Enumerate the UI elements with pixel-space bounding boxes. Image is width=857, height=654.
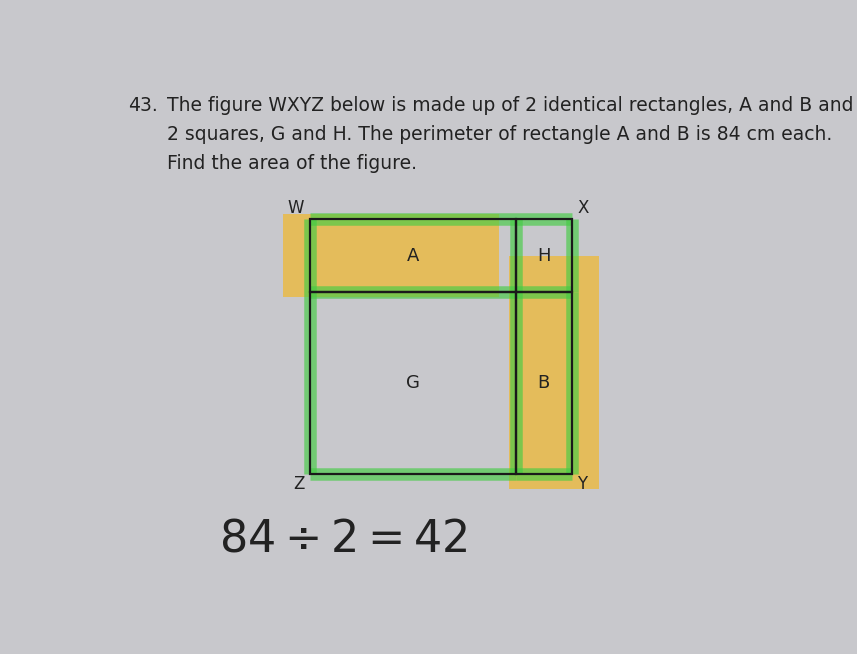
Text: The figure WXYZ below is made up of 2 identical rectangles, A and B and: The figure WXYZ below is made up of 2 id… <box>167 96 854 115</box>
Text: X: X <box>578 199 589 217</box>
Text: $84\div2=42$: $84\div2=42$ <box>219 518 467 561</box>
Text: 2 squares, G and H. The perimeter of rectangle A and B is 84 cm each.: 2 squares, G and H. The perimeter of rec… <box>167 125 832 144</box>
Polygon shape <box>283 215 499 297</box>
Text: H: H <box>537 247 550 265</box>
Bar <box>516 292 572 473</box>
Bar <box>309 220 516 292</box>
Bar <box>309 292 516 473</box>
Text: Y: Y <box>578 475 588 493</box>
Text: G: G <box>405 374 420 392</box>
Bar <box>516 220 572 292</box>
Text: Z: Z <box>293 475 304 493</box>
Text: Find the area of the figure.: Find the area of the figure. <box>167 154 417 173</box>
Text: 43.: 43. <box>129 96 159 115</box>
Text: A: A <box>406 247 419 265</box>
Polygon shape <box>509 256 598 489</box>
Text: W: W <box>288 199 304 217</box>
Text: B: B <box>537 374 550 392</box>
